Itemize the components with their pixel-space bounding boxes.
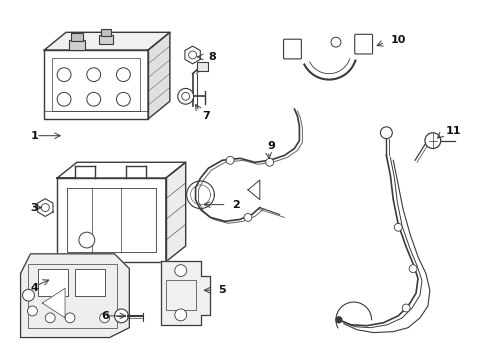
Circle shape [244, 213, 252, 221]
Circle shape [45, 313, 55, 323]
Circle shape [27, 306, 37, 316]
Circle shape [402, 304, 410, 312]
Circle shape [117, 93, 130, 106]
Circle shape [175, 265, 187, 276]
Polygon shape [21, 254, 129, 338]
Circle shape [380, 127, 392, 139]
FancyBboxPatch shape [284, 39, 301, 59]
Circle shape [87, 93, 100, 106]
Text: 3: 3 [30, 203, 38, 212]
Circle shape [57, 93, 71, 106]
FancyBboxPatch shape [355, 34, 372, 54]
Polygon shape [44, 50, 148, 119]
Circle shape [425, 133, 441, 148]
Text: 7: 7 [202, 111, 210, 121]
Polygon shape [185, 46, 200, 64]
Circle shape [23, 289, 34, 301]
Polygon shape [44, 32, 170, 50]
Circle shape [87, 68, 100, 82]
Text: 5: 5 [219, 285, 226, 295]
FancyBboxPatch shape [98, 35, 113, 44]
Circle shape [117, 68, 130, 82]
Text: 11: 11 [446, 126, 461, 136]
FancyBboxPatch shape [75, 269, 104, 296]
Circle shape [189, 51, 196, 59]
Text: 10: 10 [391, 35, 406, 45]
Polygon shape [57, 178, 166, 262]
Polygon shape [148, 32, 170, 119]
Text: 9: 9 [268, 140, 275, 150]
Polygon shape [38, 199, 53, 216]
Circle shape [409, 265, 417, 273]
Polygon shape [161, 261, 210, 325]
Polygon shape [166, 162, 186, 262]
Circle shape [57, 68, 71, 82]
Text: 8: 8 [208, 52, 216, 62]
Text: 2: 2 [232, 199, 240, 210]
Circle shape [99, 313, 110, 323]
Circle shape [65, 313, 75, 323]
FancyBboxPatch shape [196, 62, 208, 71]
Circle shape [226, 156, 234, 164]
Circle shape [178, 89, 194, 104]
FancyBboxPatch shape [69, 40, 85, 50]
FancyBboxPatch shape [38, 269, 68, 296]
Circle shape [394, 223, 402, 231]
Circle shape [182, 93, 190, 100]
Text: 4: 4 [30, 283, 38, 293]
Text: 6: 6 [101, 311, 110, 321]
FancyBboxPatch shape [71, 33, 83, 41]
Circle shape [175, 309, 187, 321]
Circle shape [115, 309, 128, 323]
Circle shape [266, 158, 274, 166]
Circle shape [336, 317, 342, 323]
Polygon shape [42, 288, 65, 318]
Text: 1: 1 [30, 131, 38, 141]
FancyBboxPatch shape [100, 30, 111, 36]
Circle shape [79, 232, 95, 248]
Circle shape [41, 204, 49, 212]
Circle shape [331, 37, 341, 47]
